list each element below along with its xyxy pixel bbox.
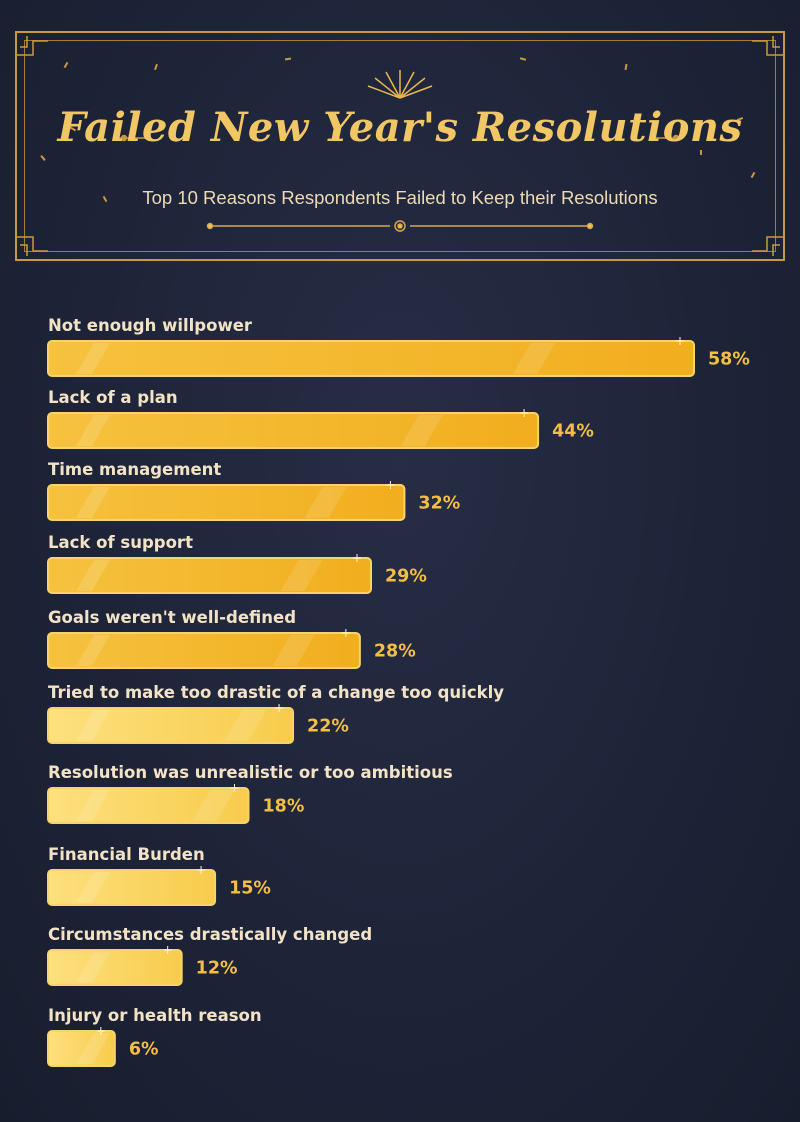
sparkle-icon xyxy=(230,784,239,792)
bar-sheen xyxy=(76,952,110,983)
bar-sheen xyxy=(76,343,110,374)
bar-row: Circumstances drastically changed 12% xyxy=(47,925,372,986)
bar-sheen xyxy=(192,790,235,821)
bar-category-label: Tried to make too drastic of a change to… xyxy=(48,683,504,702)
bar-value-label: 58% xyxy=(708,350,750,370)
sparkle-icon xyxy=(197,866,206,874)
bar-row: Resolution was unrealistic or too ambiti… xyxy=(47,763,453,824)
frame-decorations xyxy=(15,36,785,256)
bar xyxy=(47,707,295,744)
bar-category-label: Injury or health reason xyxy=(48,1006,262,1025)
divider-ornament xyxy=(206,220,594,232)
bar-row: Lack of support 29% xyxy=(47,533,427,594)
bar-sheen xyxy=(76,487,110,518)
bar-value-label: 6% xyxy=(129,1040,159,1060)
bar-value-label: 22% xyxy=(307,717,349,737)
bar-category-label: Resolution was unrealistic or too ambiti… xyxy=(48,763,453,782)
confetti-decoration xyxy=(40,57,756,203)
bar-category-label: Goals weren't well-defined xyxy=(48,608,296,627)
bar xyxy=(47,412,540,449)
bar-sheen xyxy=(76,560,110,591)
bar-sheen xyxy=(513,343,556,374)
bar-sheen xyxy=(76,415,110,446)
bar-sheen xyxy=(400,415,443,446)
bar-value-label: 44% xyxy=(552,422,594,442)
bar xyxy=(47,1030,116,1067)
corner-ornament-bottom-left xyxy=(15,236,48,252)
bar xyxy=(47,632,361,669)
bar-category-label: Time management xyxy=(48,460,221,479)
sparkle-icon xyxy=(386,481,395,489)
bar-category-label: Circumstances drastically changed xyxy=(48,925,372,944)
sunburst-icon xyxy=(367,70,433,99)
bar-sheen xyxy=(304,487,347,518)
sparkle-icon xyxy=(275,704,284,712)
sparkle-icon xyxy=(341,629,350,637)
bar-category-label: Lack of a plan xyxy=(48,388,178,407)
frame-inner-border xyxy=(24,40,776,252)
bar-row: Tried to make too drastic of a change to… xyxy=(47,683,504,744)
bar xyxy=(47,557,372,594)
bar-value-label: 18% xyxy=(262,797,304,817)
bar-value-label: 29% xyxy=(385,567,427,587)
bar xyxy=(47,869,217,906)
bar-category-label: Lack of support xyxy=(48,533,193,552)
bar-value-label: 32% xyxy=(418,494,460,514)
bar-row: Time management 32% xyxy=(47,460,460,521)
bar xyxy=(47,484,406,521)
bar-sheen xyxy=(224,710,267,741)
page-title: Failed New Year's Resolutions xyxy=(57,104,743,151)
frame-outer-border xyxy=(15,31,785,261)
sparkle-icon xyxy=(96,1027,105,1035)
bar-value-label: 15% xyxy=(229,879,271,899)
bar xyxy=(47,340,695,377)
bar-category-label: Not enough willpower xyxy=(48,316,253,335)
sparkle-icon xyxy=(676,337,684,345)
bar-sheen xyxy=(272,635,315,666)
bar-row: Goals weren't well-defined 28% xyxy=(47,608,416,669)
bar-category-label: Financial Burden xyxy=(48,845,205,864)
bar-sheen xyxy=(76,635,110,666)
bar xyxy=(47,949,183,986)
bar-sheen xyxy=(76,872,110,903)
sparkle-icon xyxy=(520,409,529,417)
bar-row: Not enough willpower 58% xyxy=(47,316,750,377)
bar-sheen xyxy=(76,790,110,821)
sparkle-icon xyxy=(163,946,172,954)
bar-sheen xyxy=(76,710,110,741)
corner-ornament-bottom-right xyxy=(752,236,785,252)
sparkle-icon xyxy=(353,554,361,562)
bar-value-label: 12% xyxy=(196,959,238,979)
corner-ornament-top-left xyxy=(15,40,48,56)
bar-row: Injury or health reason 6% xyxy=(47,1006,262,1067)
bar-sheen xyxy=(280,560,323,591)
page-subtitle: Top 10 Reasons Respondents Failed to Kee… xyxy=(142,187,658,208)
bar-row: Financial Burden 15% xyxy=(47,845,271,906)
corner-ornament-top-right xyxy=(752,40,785,56)
bar xyxy=(47,787,250,824)
bar-value-label: 28% xyxy=(374,642,416,662)
bar-row: Lack of a plan 44% xyxy=(47,388,594,449)
bar-sheen xyxy=(76,1033,110,1064)
